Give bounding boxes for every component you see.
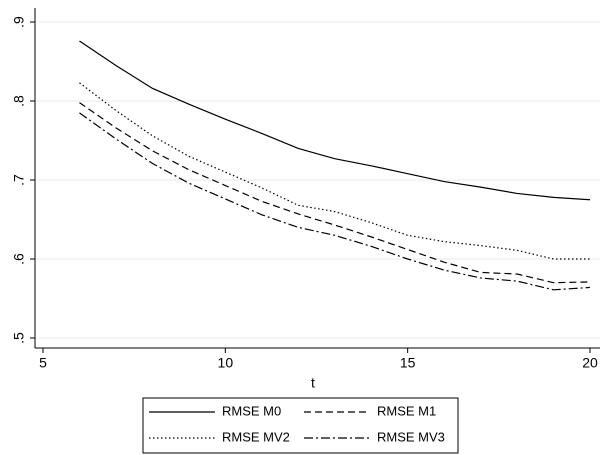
x-tick-label: 20 xyxy=(582,355,598,371)
x-tick-label: 15 xyxy=(400,355,416,371)
y-tick-label: .6 xyxy=(11,253,27,265)
y-tick-label: .5 xyxy=(11,332,27,344)
y-tick-label: .7 xyxy=(11,174,27,186)
series-line xyxy=(79,82,590,260)
legend-label: RMSE MV2 xyxy=(222,429,290,444)
x-tick-label: 5 xyxy=(39,355,47,371)
legend-label: RMSE M1 xyxy=(377,403,436,418)
x-tick-label: 10 xyxy=(218,355,234,371)
y-tick-label: .8 xyxy=(11,95,27,107)
y-tick-label: .9 xyxy=(11,16,27,28)
legend-box xyxy=(142,397,459,454)
series-line xyxy=(79,112,591,291)
series-line xyxy=(79,40,591,201)
x-axis-label: t xyxy=(311,375,315,391)
series-line xyxy=(79,102,591,284)
legend-label: RMSE M0 xyxy=(222,403,281,418)
legend-label: RMSE MV3 xyxy=(377,429,445,444)
legend: RMSE M0 RMSE M1 RMSE MV2 RMSE MV3 xyxy=(142,397,459,454)
